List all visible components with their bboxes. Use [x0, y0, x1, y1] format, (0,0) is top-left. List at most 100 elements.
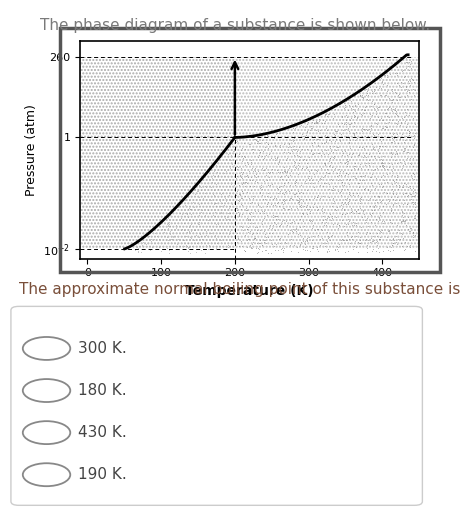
Point	[290, 151, 297, 159]
Point	[389, 105, 397, 114]
Point	[252, 173, 260, 181]
Point	[384, 189, 391, 197]
Point	[298, 121, 305, 129]
Point	[367, 218, 375, 226]
Point	[296, 147, 304, 156]
Point	[383, 243, 390, 251]
Point	[364, 186, 372, 194]
Point	[248, 230, 256, 238]
Point	[195, 220, 202, 228]
Point	[409, 114, 417, 122]
Point	[363, 126, 371, 134]
Point	[320, 119, 327, 127]
Point	[373, 104, 381, 113]
Point	[404, 183, 412, 191]
Point	[341, 248, 349, 256]
Point	[305, 118, 312, 126]
Point	[217, 209, 225, 218]
Point	[242, 182, 249, 190]
Point	[255, 172, 262, 180]
Point	[343, 157, 350, 165]
Point	[194, 239, 201, 248]
Point	[391, 61, 399, 69]
Point	[189, 198, 196, 206]
Point	[207, 164, 214, 173]
Bar	[235, 57, 419, 249]
Point	[164, 221, 172, 230]
Point	[187, 210, 195, 218]
Point	[394, 235, 402, 243]
Point	[369, 236, 377, 245]
Point	[260, 227, 268, 235]
Point	[349, 108, 357, 116]
Point	[360, 106, 367, 114]
Point	[408, 197, 416, 206]
Point	[365, 150, 373, 158]
Point	[390, 246, 397, 254]
Point	[344, 219, 352, 227]
Point	[224, 242, 231, 251]
Point	[371, 236, 378, 244]
Point	[357, 238, 364, 247]
Point	[204, 245, 211, 253]
Point	[321, 117, 329, 125]
Point	[166, 211, 174, 219]
Point	[313, 225, 321, 233]
Point	[260, 238, 268, 246]
Point	[324, 169, 332, 177]
Point	[322, 221, 329, 229]
Point	[402, 85, 409, 94]
Point	[251, 234, 259, 242]
Point	[325, 185, 333, 193]
Point	[269, 211, 276, 219]
Point	[238, 179, 246, 188]
Point	[366, 173, 374, 181]
Point	[148, 243, 156, 251]
Point	[409, 131, 417, 140]
Point	[346, 144, 354, 153]
Point	[270, 194, 278, 203]
Point	[324, 248, 331, 256]
Point	[238, 152, 245, 160]
Point	[388, 153, 395, 161]
Point	[399, 190, 406, 198]
Point	[347, 166, 355, 174]
Point	[333, 143, 341, 151]
Point	[227, 151, 235, 159]
Point	[341, 236, 348, 244]
Point	[319, 109, 327, 117]
Point	[400, 144, 408, 152]
Point	[322, 110, 330, 118]
Point	[237, 200, 245, 208]
Point	[373, 232, 381, 240]
Point	[367, 210, 375, 219]
Point	[279, 246, 286, 254]
Point	[258, 164, 266, 172]
Point	[380, 159, 387, 167]
Point	[198, 232, 205, 240]
Point	[350, 164, 358, 172]
Point	[236, 171, 244, 179]
Point	[407, 74, 415, 82]
Point	[369, 232, 377, 240]
Point	[176, 241, 183, 250]
Point	[348, 232, 356, 240]
Point	[351, 112, 359, 120]
Point	[388, 148, 395, 157]
Point	[178, 225, 186, 233]
Point	[209, 163, 217, 171]
Point	[380, 208, 387, 216]
Point	[362, 171, 369, 179]
Point	[230, 214, 238, 222]
Point	[273, 199, 281, 207]
Point	[399, 66, 406, 74]
Point	[403, 192, 410, 200]
Point	[406, 159, 414, 167]
Point	[407, 159, 415, 168]
Point	[399, 183, 406, 191]
Point	[319, 173, 326, 181]
Point	[309, 224, 316, 232]
Point	[355, 164, 362, 173]
Point	[307, 174, 315, 182]
Point	[347, 153, 355, 161]
